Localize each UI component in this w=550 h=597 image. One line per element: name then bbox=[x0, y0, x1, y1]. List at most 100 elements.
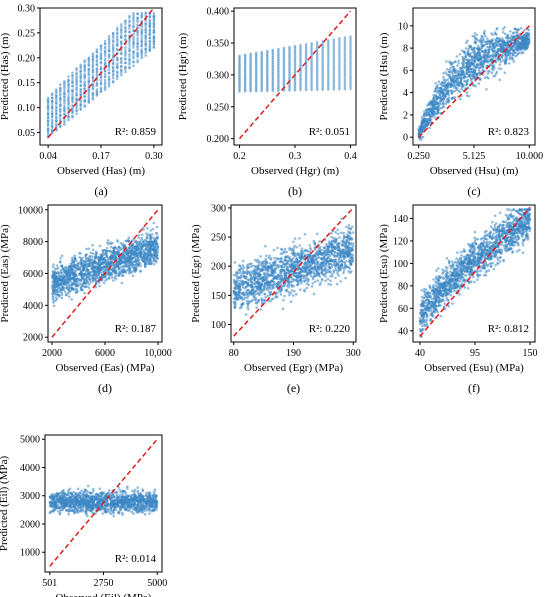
data-point bbox=[60, 254, 64, 257]
data-point bbox=[442, 102, 445, 106]
data-point bbox=[486, 58, 489, 61]
data-point bbox=[143, 265, 147, 269]
data-point bbox=[473, 70, 476, 73]
data-point bbox=[74, 259, 78, 263]
data-point bbox=[132, 15, 135, 19]
data-point bbox=[50, 110, 54, 113]
data-point bbox=[288, 53, 291, 56]
data-point bbox=[493, 31, 497, 34]
data-point bbox=[299, 88, 302, 92]
data-point bbox=[83, 82, 86, 85]
data-point bbox=[111, 59, 115, 62]
data-point bbox=[146, 244, 149, 248]
data-point bbox=[136, 48, 139, 51]
data-point bbox=[131, 265, 134, 269]
data-point bbox=[152, 263, 156, 266]
data-point bbox=[144, 25, 147, 28]
data-point bbox=[239, 271, 243, 274]
data-point bbox=[88, 264, 91, 268]
data-point bbox=[493, 49, 497, 52]
panel-label: (c) bbox=[467, 184, 480, 198]
data-point bbox=[83, 94, 86, 98]
data-point bbox=[503, 71, 507, 74]
chart-panel-4: 2000 6000 10,000200040006000800010000Obser… bbox=[0, 204, 172, 395]
data-point bbox=[79, 107, 82, 110]
data-point bbox=[79, 93, 82, 96]
data-point bbox=[498, 44, 501, 47]
data-point bbox=[282, 46, 286, 50]
data-point bbox=[272, 297, 275, 301]
data-point bbox=[123, 256, 127, 260]
data-point bbox=[436, 102, 440, 105]
data-point bbox=[247, 299, 251, 303]
data-point bbox=[465, 61, 469, 65]
data-point bbox=[282, 54, 286, 57]
data-point bbox=[133, 259, 136, 263]
data-point bbox=[91, 243, 94, 247]
data-point bbox=[103, 42, 107, 45]
data-point bbox=[137, 236, 141, 240]
data-point bbox=[55, 112, 58, 115]
data-point bbox=[140, 30, 143, 33]
data-point bbox=[97, 260, 101, 263]
data-point bbox=[132, 13, 135, 17]
data-point bbox=[128, 251, 132, 255]
data-point bbox=[111, 80, 115, 83]
data-point bbox=[55, 272, 58, 276]
data-point bbox=[94, 273, 97, 277]
data-point bbox=[497, 67, 501, 70]
data-point bbox=[299, 84, 302, 88]
data-point bbox=[327, 77, 330, 81]
data-point bbox=[266, 80, 269, 84]
data-point bbox=[424, 112, 427, 115]
data-point bbox=[116, 31, 119, 34]
data-point bbox=[491, 45, 495, 48]
x-axis-label: Observed (Hgr) (m) bbox=[251, 165, 339, 177]
data-point bbox=[434, 82, 437, 85]
data-point bbox=[115, 239, 119, 242]
data-point bbox=[321, 75, 325, 79]
data-point bbox=[293, 71, 297, 75]
data-point bbox=[457, 89, 461, 93]
data-point bbox=[136, 37, 139, 40]
data-point bbox=[496, 40, 500, 44]
data-point bbox=[135, 254, 139, 257]
data-point bbox=[67, 93, 70, 96]
data-point bbox=[310, 72, 313, 75]
data-point bbox=[495, 28, 498, 31]
data-point bbox=[475, 63, 479, 66]
data-point bbox=[479, 77, 482, 81]
data-point bbox=[144, 34, 147, 37]
data-point bbox=[67, 88, 70, 91]
data-point bbox=[454, 60, 457, 64]
data-point bbox=[55, 115, 58, 118]
data-point bbox=[343, 52, 347, 55]
data-point bbox=[303, 288, 306, 292]
data-point bbox=[523, 29, 526, 32]
data-point bbox=[271, 73, 275, 77]
data-point bbox=[484, 70, 487, 73]
data-point bbox=[465, 94, 469, 97]
data-point bbox=[510, 34, 513, 37]
data-point bbox=[479, 56, 483, 60]
data-point bbox=[299, 53, 302, 57]
data-point bbox=[516, 28, 519, 31]
data-point bbox=[509, 30, 512, 33]
data-point bbox=[46, 102, 50, 106]
data-point bbox=[488, 45, 492, 48]
data-point bbox=[304, 84, 308, 88]
data-point bbox=[54, 288, 58, 292]
data-point bbox=[152, 40, 156, 43]
data-point bbox=[111, 43, 115, 46]
data-point bbox=[152, 14, 156, 17]
data-point bbox=[132, 11, 135, 15]
data-point bbox=[321, 40, 325, 43]
data-point bbox=[472, 73, 476, 77]
data-point bbox=[277, 76, 280, 80]
data-point bbox=[103, 57, 107, 61]
data-point bbox=[107, 68, 111, 72]
data-point bbox=[318, 240, 321, 243]
data-point bbox=[277, 69, 280, 72]
data-point bbox=[488, 55, 492, 58]
data-point bbox=[288, 60, 291, 64]
